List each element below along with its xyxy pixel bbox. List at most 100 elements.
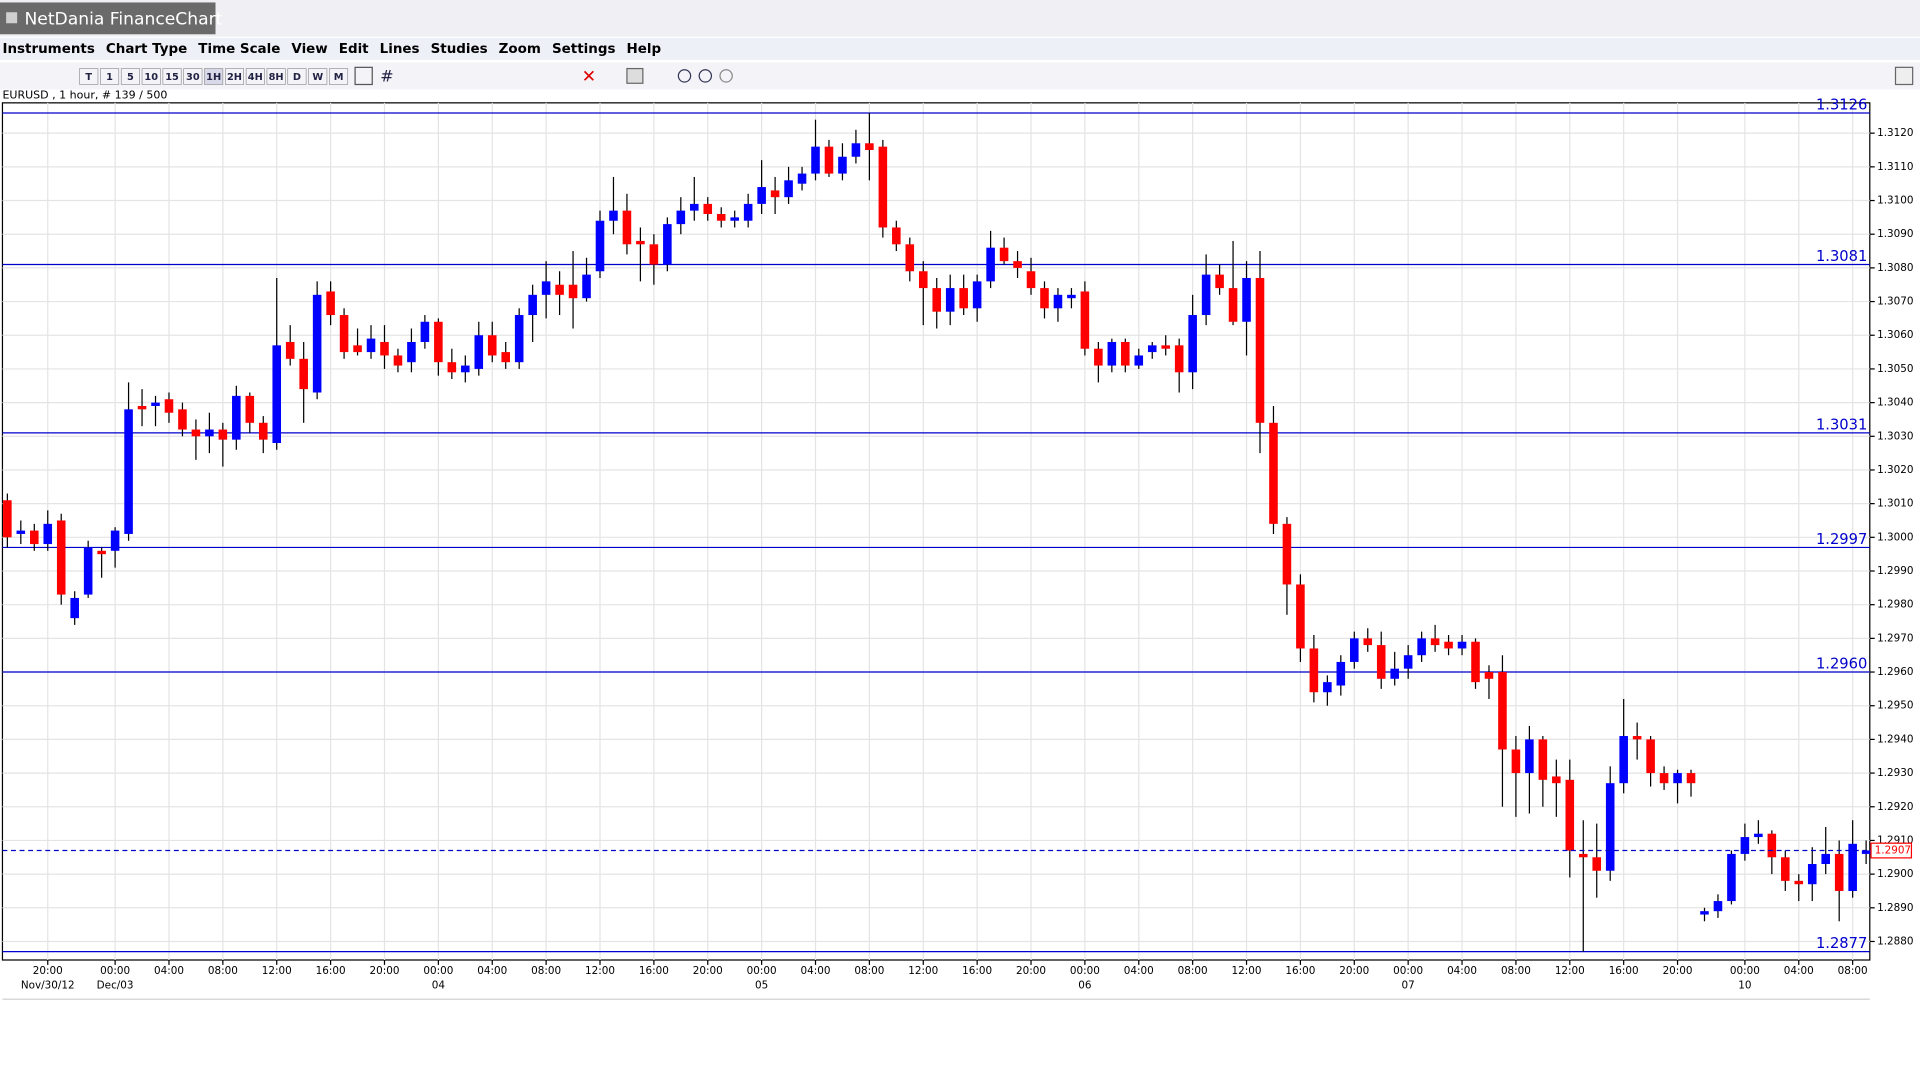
candle-body (1794, 880, 1804, 885)
candle-body (3, 500, 12, 538)
menu-item[interactable]: Instruments (2, 42, 94, 57)
x-tick-label: 16:00 (962, 965, 992, 977)
grid-tool[interactable]: # (380, 67, 393, 86)
interval-button[interactable] (245, 68, 265, 85)
interval-label[interactable]: 2H (227, 72, 242, 83)
title-tab (0, 2, 216, 35)
zoom-out-tool[interactable] (698, 69, 713, 83)
interval-label[interactable]: 5 (127, 72, 134, 83)
candle-body (1565, 779, 1575, 851)
x-date-label: 04 (432, 980, 446, 992)
candle-body (1673, 773, 1682, 784)
menu-item[interactable]: View (291, 42, 327, 57)
interval-label[interactable]: 1H (206, 72, 221, 83)
interval-button[interactable] (204, 68, 224, 85)
interval-label[interactable]: T (85, 72, 92, 83)
candle-body (1026, 271, 1036, 289)
menu-item[interactable]: Edit (339, 42, 369, 57)
candle-body (137, 405, 147, 410)
candle-body (1376, 645, 1386, 679)
candle-body (339, 315, 349, 353)
print-tool[interactable] (626, 67, 644, 84)
delete-tool[interactable]: ✕ (582, 67, 596, 87)
x-tick-label: 20:00 (1663, 965, 1693, 977)
interval-label[interactable]: 4H (248, 72, 263, 83)
candle-body (1403, 655, 1413, 669)
candle-body (676, 210, 686, 225)
candle-body (757, 187, 766, 204)
x-tick-label: 16:00 (1609, 965, 1639, 977)
interval-label[interactable]: 1 (106, 72, 113, 83)
menu-item[interactable]: Settings (552, 42, 616, 57)
menu-item[interactable]: Time Scale (198, 42, 280, 57)
menu-item[interactable]: Zoom (499, 42, 541, 57)
x-tick-label: 08:00 (854, 965, 884, 977)
interval-button[interactable] (100, 68, 120, 85)
interval-label[interactable]: 30 (186, 72, 200, 83)
interval-button[interactable] (79, 68, 99, 85)
x-tick-label: 16:00 (316, 965, 346, 977)
interval-button[interactable] (308, 68, 328, 85)
candle-body (1740, 837, 1750, 854)
candle-body (1457, 641, 1467, 649)
candle-body (1107, 341, 1117, 366)
x-date-label: Dec/03 (97, 980, 134, 992)
y-tick-label: 1.3080 (1877, 262, 1913, 274)
x-tick-label: 12:00 (1232, 965, 1262, 977)
zoom-in-tool[interactable] (677, 69, 692, 83)
candle-body (124, 409, 133, 534)
candle-body (447, 362, 457, 373)
candle-body (1754, 833, 1763, 838)
candle-body (1417, 638, 1426, 656)
interval-button[interactable] (141, 68, 161, 85)
interval-button[interactable] (183, 68, 203, 85)
window-title: NetDania FinanceChart (24, 10, 222, 30)
candle-body (1296, 584, 1305, 649)
zoom-reset-tool[interactable] (719, 69, 733, 83)
panel-button[interactable] (1894, 66, 1914, 86)
candle-body (1147, 345, 1157, 353)
candle-body (1323, 682, 1332, 693)
interval-button[interactable] (162, 68, 182, 85)
menu-item[interactable]: Help (627, 42, 662, 57)
candle-body (1471, 641, 1480, 683)
interval-label[interactable]: 10 (144, 72, 158, 83)
candle-body (595, 220, 605, 272)
candle-body (326, 291, 335, 316)
x-date-label: 07 (1402, 980, 1415, 992)
y-tick-label: 1.2960 (1877, 666, 1913, 678)
candle-body (420, 321, 430, 342)
chart-header: EURUSD , 1 hour, # 139 / 500 (2, 89, 167, 102)
y-tick-label: 1.2940 (1877, 733, 1913, 745)
y-tick-label: 1.2980 (1877, 599, 1913, 611)
interval-button[interactable] (266, 68, 286, 85)
chart: 1.2880 1.2890 1.2900 1.2910 1.2920 1.2930 1.29… (2, 97, 1914, 992)
interval-button[interactable] (329, 68, 349, 85)
candle-body (1781, 857, 1790, 881)
y-tick-label: 1.2970 (1877, 632, 1913, 644)
candle-body (878, 146, 888, 228)
interval-label[interactable]: 8H (269, 72, 284, 83)
candle-body (1659, 773, 1669, 784)
interval-button[interactable] (225, 68, 244, 85)
crosshair-tool[interactable] (354, 66, 373, 86)
y-tick-label: 1.2900 (1877, 868, 1913, 880)
candle-body (743, 203, 753, 221)
interval-label[interactable]: M (334, 72, 344, 83)
x-tick-label: 00:00 (423, 965, 453, 977)
menu-item[interactable]: Studies (431, 42, 488, 57)
interval-button[interactable] (120, 68, 140, 85)
candle-body (312, 294, 322, 393)
x-tick-label: 12:00 (585, 965, 615, 977)
menu-item[interactable]: Lines (380, 42, 420, 57)
candle-body (865, 143, 874, 151)
menu-item[interactable]: Chart Type (106, 42, 187, 57)
candle-body (487, 335, 497, 356)
interval-label[interactable]: W (312, 72, 323, 83)
candle-body (1727, 853, 1736, 902)
interval-button[interactable] (287, 68, 307, 85)
interval-label[interactable]: D (293, 72, 301, 83)
interval-label[interactable]: 15 (165, 72, 179, 83)
x-tick-label: 08:00 (1838, 965, 1868, 977)
